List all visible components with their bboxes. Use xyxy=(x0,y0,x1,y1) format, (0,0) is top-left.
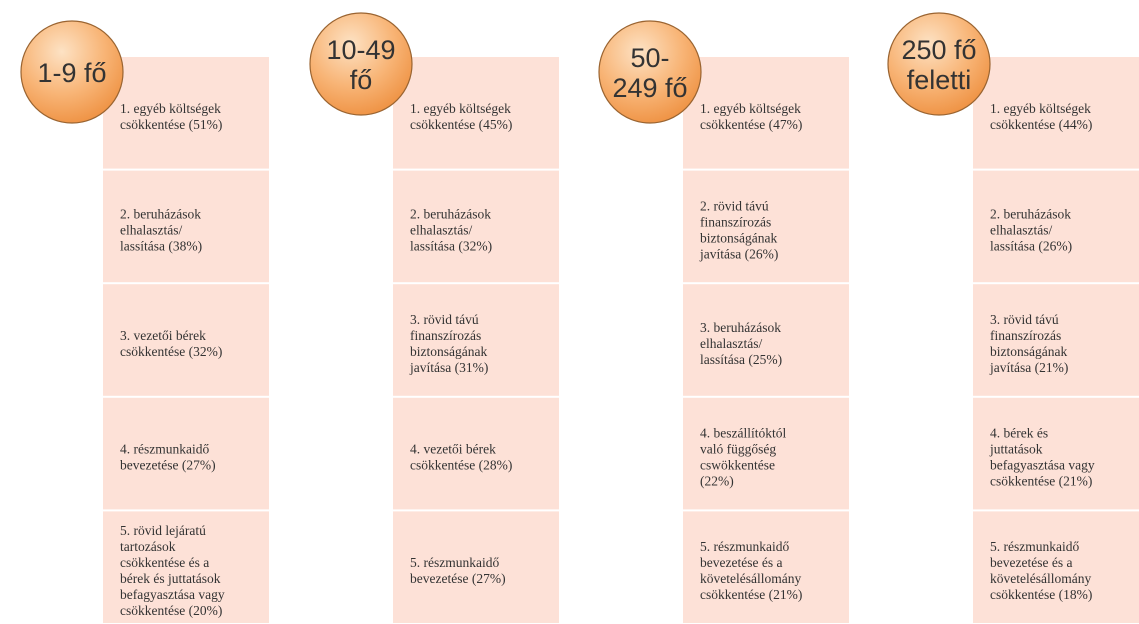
item-text: 2. beruházások xyxy=(990,206,1071,221)
item-box xyxy=(683,284,849,396)
item-box xyxy=(103,397,269,510)
item-box xyxy=(683,511,849,623)
item-text: befagyasztása vagy xyxy=(990,458,1095,473)
item-text: bevezetése (27%) xyxy=(410,571,506,586)
item-box xyxy=(683,170,849,283)
item-text: 3. rövid távú xyxy=(410,312,479,327)
item-text: csökkentése (47%) xyxy=(700,117,802,132)
item-box xyxy=(393,170,559,283)
item-text: biztonságának xyxy=(410,344,487,359)
item-text: lassítása (26%) xyxy=(990,238,1072,253)
item-text: biztonságának xyxy=(700,230,777,245)
item-text: 1. egyéb költségek xyxy=(120,101,221,116)
item-box xyxy=(973,511,1139,623)
header-text: 50- xyxy=(630,43,669,73)
item-text: 1. egyéb költségek xyxy=(410,101,511,116)
item-text: csökkentése és a xyxy=(120,555,209,570)
item-text: 5. rövid lejáratú xyxy=(120,523,206,538)
header-text: 1-9 fő xyxy=(37,58,106,88)
header-circle xyxy=(598,20,702,124)
item-box xyxy=(393,511,559,623)
item-box xyxy=(973,170,1139,283)
item-text: finanszírozás xyxy=(700,214,771,229)
item-text: 2. rövid távú xyxy=(700,198,769,213)
item-text: csökkentése (21%) xyxy=(990,474,1092,489)
item-text: javítása (31%) xyxy=(409,360,488,375)
item-text: 4. részmunkaidő xyxy=(120,442,209,457)
item-text: bevezetése és a xyxy=(700,555,782,570)
item-text: követelésállomány xyxy=(990,571,1091,586)
item-text: elhalasztás/ xyxy=(120,222,182,237)
item-text: javítása (21%) xyxy=(989,360,1068,375)
item-text: tartozások xyxy=(120,539,176,554)
item-text: lassítása (38%) xyxy=(120,238,202,253)
item-box xyxy=(973,397,1139,510)
item-text: csökkentése (28%) xyxy=(410,458,512,473)
item-text: (22%) xyxy=(700,474,734,489)
item-text: csökkentése (20%) xyxy=(120,603,222,618)
header-text: 250 fő xyxy=(901,35,976,65)
item-box xyxy=(393,57,559,169)
item-text: elhalasztás/ xyxy=(410,222,472,237)
item-box xyxy=(973,57,1139,169)
item-text: csökkentése (18%) xyxy=(990,587,1092,602)
item-text: javítása (26%) xyxy=(699,246,778,261)
item-text: lassítása (25%) xyxy=(700,352,782,367)
item-text: 2. beruházások xyxy=(410,206,491,221)
item-text: csökkentése (45%) xyxy=(410,117,512,132)
item-text: biztonságának xyxy=(990,344,1067,359)
item-text: elhalasztás/ xyxy=(990,222,1052,237)
item-text: cswökkentése xyxy=(700,458,775,473)
item-text: csökkentése (32%) xyxy=(120,344,222,359)
item-text: bevezetése és a xyxy=(990,555,1072,570)
header-text: 249 fő xyxy=(612,73,687,103)
item-text: 1. egyéb költségek xyxy=(990,101,1091,116)
item-text: elhalasztás/ xyxy=(700,336,762,351)
item-text: bevezetése (27%) xyxy=(120,458,216,473)
item-box xyxy=(393,284,559,396)
item-box xyxy=(103,284,269,396)
item-text: finanszírozás xyxy=(410,328,481,343)
item-text: befagyasztása vagy xyxy=(120,587,225,602)
header-circle xyxy=(309,12,413,116)
header-circle xyxy=(20,20,124,124)
header-text: fő xyxy=(350,65,373,95)
item-text: 5. részmunkaidő xyxy=(410,555,499,570)
item-text: 3. vezetői bérek xyxy=(120,328,206,343)
item-box xyxy=(393,397,559,510)
item-text: követelésállomány xyxy=(700,571,801,586)
item-text: 4. vezetői bérek xyxy=(410,442,496,457)
item-text: juttatások xyxy=(989,442,1043,457)
item-box xyxy=(973,284,1139,396)
item-box xyxy=(103,170,269,283)
item-box xyxy=(683,57,849,169)
item-text: csökkentése (21%) xyxy=(700,587,802,602)
item-text: finanszírozás xyxy=(990,328,1061,343)
item-text: 3. rövid távú xyxy=(990,312,1059,327)
item-text: 2. beruházások xyxy=(120,206,201,221)
item-box xyxy=(103,57,269,169)
item-text: csökkentése (44%) xyxy=(990,117,1092,132)
item-text: 4. bérek és xyxy=(990,426,1048,441)
header-text: feletti xyxy=(907,65,972,95)
item-text: 1. egyéb költségek xyxy=(700,101,801,116)
item-box xyxy=(103,511,269,623)
header-circle xyxy=(887,12,991,116)
item-text: bérek és juttatások xyxy=(120,571,221,586)
item-text: való függőség xyxy=(700,442,776,457)
item-text: lassítása (32%) xyxy=(410,238,492,253)
item-text: 4. beszállítóktól xyxy=(700,426,786,441)
item-box xyxy=(683,397,849,510)
item-text: 5. részmunkaidő xyxy=(700,539,789,554)
item-text: 3. beruházások xyxy=(700,320,781,335)
item-text: 5. részmunkaidő xyxy=(990,539,1079,554)
header-text: 10-49 xyxy=(326,35,395,65)
item-text: csökkentése (51%) xyxy=(120,117,222,132)
